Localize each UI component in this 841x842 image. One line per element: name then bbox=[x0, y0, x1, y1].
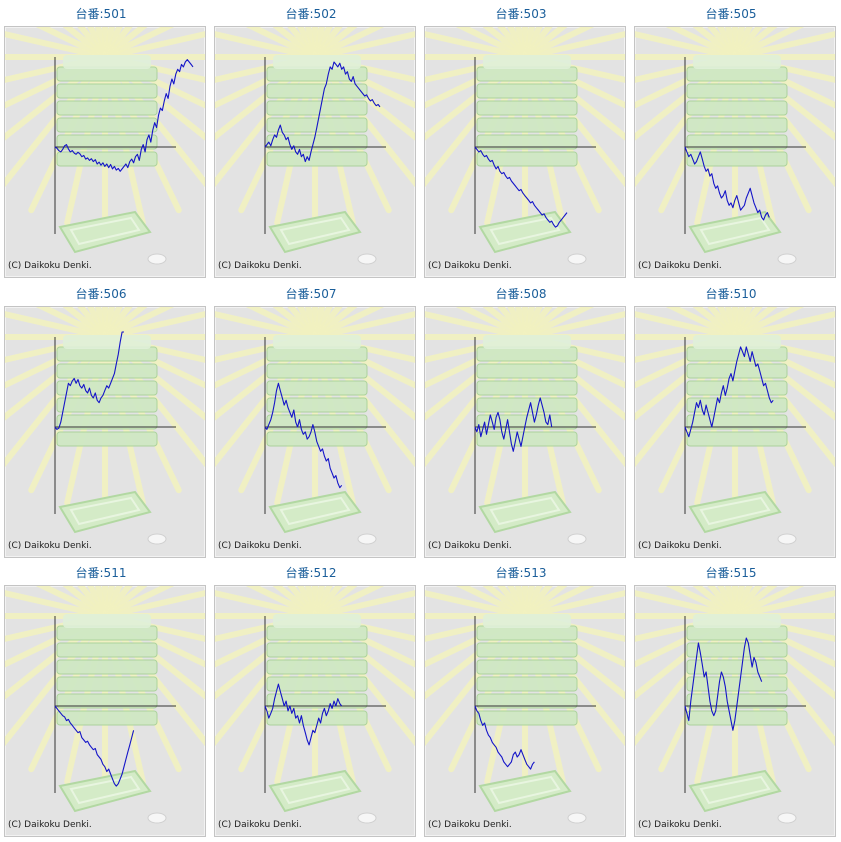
slump-graph-panel: (C) Daikoku Denki. bbox=[634, 306, 836, 558]
background-illustration bbox=[215, 307, 415, 545]
slump-series-line bbox=[264, 382, 343, 489]
copyright-credit: (C) Daikoku Denki. bbox=[428, 261, 512, 271]
slump-graph-panel: (C) Daikoku Denki. bbox=[424, 585, 626, 837]
background-illustration bbox=[635, 307, 835, 545]
background-illustration bbox=[215, 586, 415, 824]
slump-series-line bbox=[264, 61, 381, 163]
copyright-credit: (C) Daikoku Denki. bbox=[638, 261, 722, 271]
slump-graph bbox=[635, 307, 835, 545]
machine-number-title: 台番:503 bbox=[495, 7, 547, 21]
slump-series-line bbox=[474, 397, 553, 452]
slump-series-line bbox=[474, 146, 568, 228]
slump-series-line bbox=[684, 637, 763, 731]
slump-graph-panel: (C) Daikoku Denki. bbox=[214, 306, 416, 558]
slump-series-line bbox=[264, 683, 343, 746]
slump-graph-panel: (C) Daikoku Denki. bbox=[424, 306, 626, 558]
slump-graph bbox=[215, 586, 415, 824]
slump-graph bbox=[215, 27, 415, 265]
slump-series-line bbox=[474, 705, 535, 770]
machine-number-title: 台番:510 bbox=[705, 287, 757, 301]
slump-graph bbox=[215, 307, 415, 545]
background-illustration bbox=[425, 586, 625, 824]
slump-graph bbox=[635, 27, 835, 265]
copyright-credit: (C) Daikoku Denki. bbox=[8, 541, 92, 551]
machine-number-title: 台番:502 bbox=[285, 7, 337, 21]
slump-graph-panel: (C) Daikoku Denki. bbox=[4, 585, 206, 837]
slump-series-line bbox=[54, 59, 194, 172]
copyright-credit: (C) Daikoku Denki. bbox=[428, 820, 512, 830]
machine-number-title: 台番:507 bbox=[285, 287, 337, 301]
machine-number-title: 台番:506 bbox=[75, 287, 127, 301]
machine-number-title: 台番:501 bbox=[75, 7, 127, 21]
background-illustration bbox=[425, 27, 625, 265]
slump-series-line bbox=[54, 331, 124, 430]
copyright-credit: (C) Daikoku Denki. bbox=[218, 261, 302, 271]
copyright-credit: (C) Daikoku Denki. bbox=[218, 541, 302, 551]
copyright-credit: (C) Daikoku Denki. bbox=[218, 820, 302, 830]
background-illustration bbox=[5, 586, 205, 824]
background-illustration bbox=[215, 27, 415, 265]
slump-graph bbox=[5, 586, 205, 824]
slump-graph-panel: (C) Daikoku Denki. bbox=[214, 585, 416, 837]
machine-number-title: 台番:508 bbox=[495, 287, 547, 301]
slump-graph-panel: (C) Daikoku Denki. bbox=[424, 26, 626, 278]
slump-graph bbox=[425, 307, 625, 545]
machine-number-title: 台番:515 bbox=[705, 566, 757, 580]
background-illustration bbox=[635, 586, 835, 824]
copyright-credit: (C) Daikoku Denki. bbox=[428, 541, 512, 551]
slump-graph bbox=[425, 27, 625, 265]
copyright-credit: (C) Daikoku Denki. bbox=[8, 261, 92, 271]
slump-graph-panel: (C) Daikoku Denki. bbox=[634, 585, 836, 837]
background-illustration bbox=[425, 307, 625, 545]
machine-number-title: 台番:512 bbox=[285, 566, 337, 580]
slump-graph bbox=[5, 27, 205, 265]
background-illustration bbox=[5, 307, 205, 545]
copyright-credit: (C) Daikoku Denki. bbox=[638, 820, 722, 830]
slump-series-line bbox=[54, 705, 135, 787]
copyright-credit: (C) Daikoku Denki. bbox=[638, 541, 722, 551]
slump-series-line bbox=[684, 146, 770, 221]
copyright-credit: (C) Daikoku Denki. bbox=[8, 820, 92, 830]
slump-graph-panel: (C) Daikoku Denki. bbox=[4, 26, 206, 278]
machine-number-title: 台番:511 bbox=[75, 566, 127, 580]
background-illustration bbox=[635, 27, 835, 265]
slump-graph-panel: (C) Daikoku Denki. bbox=[214, 26, 416, 278]
machine-number-title: 台番:505 bbox=[705, 7, 757, 21]
slump-series-line bbox=[684, 346, 774, 438]
slump-graph-panel: (C) Daikoku Denki. bbox=[634, 26, 836, 278]
slump-graph-panel: (C) Daikoku Denki. bbox=[4, 306, 206, 558]
background-illustration bbox=[5, 27, 205, 265]
slump-graph bbox=[425, 586, 625, 824]
slump-graph bbox=[5, 307, 205, 545]
slump-graph bbox=[635, 586, 835, 824]
machine-number-title: 台番:513 bbox=[495, 566, 547, 580]
